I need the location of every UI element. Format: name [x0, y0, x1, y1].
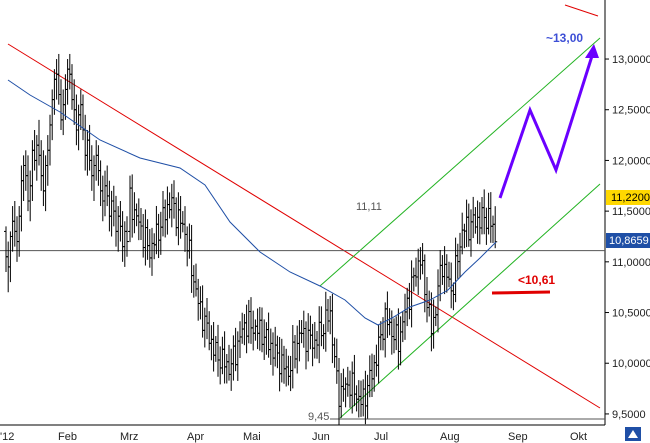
x-tick-label: '12: [0, 431, 14, 443]
last-price-badge: [606, 190, 650, 205]
x-tick-label: Sep: [508, 431, 528, 443]
x-tick-label: Jun: [312, 431, 330, 443]
ma-value-label: 10,8659: [609, 235, 649, 247]
downtrend-line: [7, 43, 601, 409]
channel-upper-line: [319, 37, 601, 287]
downtrend-line-upper: [564, 4, 599, 17]
ma-value-badge: [606, 233, 650, 248]
target-down-label: <10,61: [518, 273, 555, 287]
ohlc-bars: [4, 53, 498, 425]
triangle-up-icon: [628, 430, 638, 438]
x-tick-label: Jul: [374, 431, 388, 443]
y-tick-label: 10,0000: [612, 358, 650, 370]
level-label-9-45: 9,45: [308, 411, 329, 423]
y-tick-label: 11,5000: [612, 206, 650, 218]
horizontal-levels: [0, 250, 605, 420]
y-tick-label: 12,5000: [612, 105, 650, 117]
y-tick-label: 11,0000: [612, 257, 650, 269]
last-price-label: 11,2200: [611, 192, 650, 204]
y-tick-label: 13,0000: [612, 54, 650, 66]
y-tick-label: 12,0000: [612, 155, 650, 167]
x-tick-label: Aug: [440, 431, 460, 443]
x-axis-labels: '12 Feb Mrz Apr Mai Jun Jul Aug Sep Okt: [0, 431, 587, 443]
x-tick-label: Mai: [243, 431, 261, 443]
down-target-line: [491, 290, 551, 295]
moving-average-line: [7, 79, 497, 326]
level-label-11-11: 11,11: [356, 201, 382, 213]
y-tick-label: 10,5000: [612, 308, 650, 320]
target-up-label: ~13,00: [546, 31, 583, 45]
x-tick-label: Okt: [570, 431, 587, 443]
y-tick-label: 9,5000: [612, 409, 646, 421]
channel-lower-line: [339, 183, 601, 419]
y-axis-ticks: 13,0000 12,5000 12,0000 11,5000 11,0000 10,50…: [605, 54, 650, 421]
x-tick-label: Feb: [58, 431, 77, 443]
x-tick-label: Mrz: [120, 431, 138, 443]
trend-lines: [7, 4, 601, 419]
projection-arrow-icon: [585, 44, 599, 58]
x-tick-label: Apr: [187, 431, 204, 443]
projection-path: [498, 55, 594, 199]
